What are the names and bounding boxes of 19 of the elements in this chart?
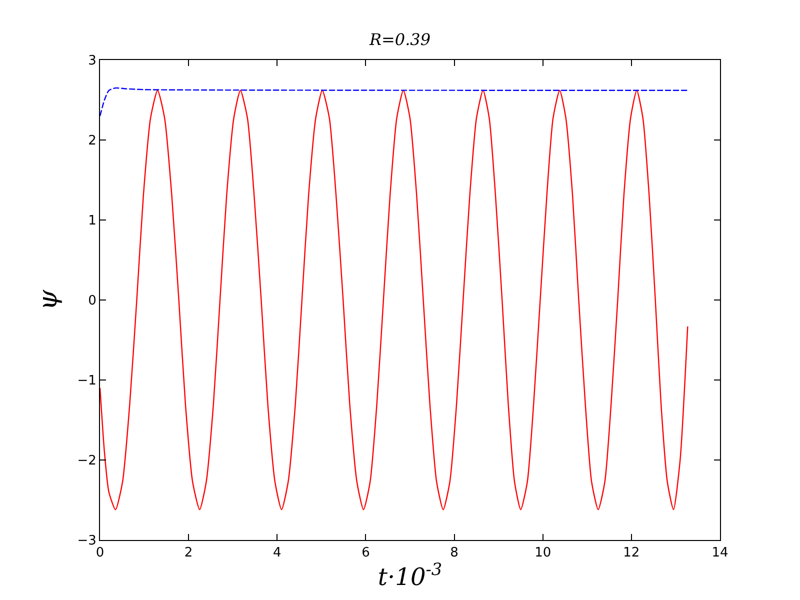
x-axis-title: t·10$^{-3}$	[378, 558, 442, 591]
x-tick-label: 4	[273, 546, 282, 561]
y-tick-label: −1	[77, 374, 96, 389]
y-tick-label: 3	[88, 54, 96, 69]
chart-title: R=0.39	[368, 30, 431, 49]
y-tick-label: −2	[77, 454, 96, 469]
x-tick-label: 6	[362, 546, 370, 561]
x-tick-label: 12	[623, 546, 640, 561]
x-tick-label: 10	[534, 546, 552, 561]
y-tick-label: 0	[88, 294, 96, 309]
x-tick-label: 14	[712, 546, 728, 561]
y-axis-title: ψ	[34, 289, 64, 310]
x-tick-label: 8	[450, 546, 458, 561]
line-series	[100, 87, 688, 117]
line-series	[100, 90, 688, 510]
y-tick-label: −3	[77, 534, 96, 549]
x-tick-label: 2	[184, 546, 193, 561]
y-tick-label: 1	[88, 214, 96, 229]
y-tick-label: 2	[88, 134, 96, 149]
